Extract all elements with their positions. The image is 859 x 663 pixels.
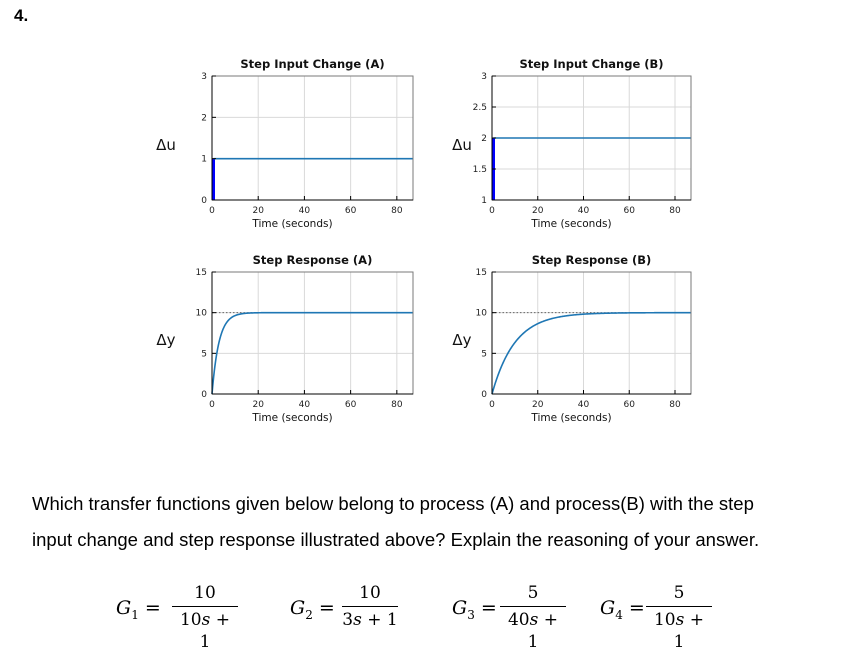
x-tick-label: 40	[299, 400, 311, 410]
y-axis-label: Δu	[156, 136, 176, 154]
tf-denominator: 10s + 1	[179, 610, 231, 652]
x-tick-label: 60	[345, 206, 357, 216]
fraction-bar	[500, 606, 566, 607]
fraction-bar	[172, 606, 238, 607]
y-tick-label: 2	[201, 113, 207, 123]
y-tick-label: 3	[481, 72, 487, 82]
x-tick-label: 0	[209, 400, 215, 410]
fraction-bar	[342, 606, 398, 607]
y-tick-label: 5	[481, 349, 487, 359]
y-tick-label: 15	[476, 268, 487, 278]
tf-subscript: 1	[131, 607, 139, 622]
question-line-2: input change and step response illustrat…	[32, 529, 760, 550]
x-axis-label: Time (seconds)	[530, 412, 611, 424]
y-tick-label: 0	[201, 390, 207, 400]
tf-numerator: 10	[359, 583, 381, 603]
chart-2: 0 20 40 60 80 1 1.5 2 2.5 3 Step Input Change (B) T…	[452, 57, 692, 230]
y-tick-label: 1.5	[473, 165, 487, 175]
y-tick-label: 5	[201, 349, 207, 359]
x-tick-label: 20	[252, 400, 264, 410]
chart-3: 0 20 40 60 80 0 5 10 15 Step Response (A) Time (se…	[156, 253, 414, 424]
y-axis-label: Δu	[452, 136, 472, 154]
response-curve	[491, 311, 691, 395]
plot-area	[492, 272, 691, 394]
tf-name: G	[452, 597, 468, 619]
x-axis-label: Time (seconds)	[251, 412, 332, 424]
y-axis-label: Δy	[156, 331, 175, 349]
plot-area	[212, 272, 413, 394]
tf-denominator: 40s + 1	[507, 610, 559, 652]
tf-denominator: 10s + 1	[653, 610, 705, 652]
x-tick-label: 60	[624, 206, 636, 216]
chart-title: Step Response (A)	[253, 253, 373, 267]
tf-name: G	[116, 597, 132, 619]
tf-numerator: 5	[673, 583, 685, 603]
question-number: 4.	[14, 6, 29, 25]
x-tick-label: 0	[209, 206, 215, 216]
tf-name: G	[600, 597, 616, 619]
fraction-bar	[646, 606, 712, 607]
chart-4: 0 20 40 60 80 0 5 10 15 Step Response (B) Time (se…	[452, 253, 692, 424]
tf-subscript: 4	[615, 607, 623, 622]
y-tick-label: 0	[481, 390, 487, 400]
x-tick-label: 80	[669, 400, 681, 410]
x-tick-label: 40	[299, 206, 311, 216]
x-tick-label: 60	[624, 400, 636, 410]
x-tick-label: 80	[669, 206, 681, 216]
y-tick-label: 10	[196, 309, 208, 319]
x-tick-label: 20	[532, 206, 544, 216]
tf-numerator: 5	[527, 583, 539, 603]
plot-area	[212, 76, 413, 200]
x-tick-label: 0	[489, 206, 495, 216]
x-tick-label: 20	[252, 206, 264, 216]
y-tick-label: 3	[201, 72, 207, 82]
x-tick-label: 80	[391, 400, 403, 410]
y-tick-label: 15	[196, 268, 207, 278]
x-tick-label: 80	[391, 206, 403, 216]
x-tick-label: 60	[345, 400, 357, 410]
y-tick-label: 2.5	[473, 103, 487, 113]
question-line-1: Which transfer functions given below bel…	[32, 493, 754, 514]
y-tick-label: 1	[481, 196, 487, 206]
chart-title: Step Input Change (A)	[240, 57, 384, 71]
x-tick-label: 20	[532, 400, 544, 410]
x-axis-label: Time (seconds)	[251, 218, 332, 230]
chart-title: Step Input Change (B)	[519, 57, 663, 71]
chart-title: Step Response (B)	[532, 253, 652, 267]
x-tick-label: 40	[578, 206, 590, 216]
chart-1: 0 20 40 60 80 0 1 2 3 Step Input Change (A) Time (…	[156, 57, 414, 230]
y-tick-label: 2	[481, 134, 487, 144]
y-tick-label: 10	[476, 309, 488, 319]
tf-name: G	[290, 597, 306, 619]
response-curve	[211, 311, 413, 395]
tf-denominator: 3s + 1	[342, 610, 398, 630]
question-text: Which transfer functions given below bel…	[32, 486, 832, 558]
x-tick-label: 40	[578, 400, 590, 410]
y-axis-label: Δy	[452, 331, 471, 349]
tf-subscript: 3	[467, 607, 475, 622]
tf-numerator: 10	[194, 583, 216, 603]
y-tick-label: 0	[201, 196, 207, 206]
y-tick-label: 1	[201, 155, 207, 165]
tf-subscript: 2	[305, 607, 313, 622]
x-axis-label: Time (seconds)	[530, 218, 611, 230]
x-tick-label: 0	[489, 400, 495, 410]
